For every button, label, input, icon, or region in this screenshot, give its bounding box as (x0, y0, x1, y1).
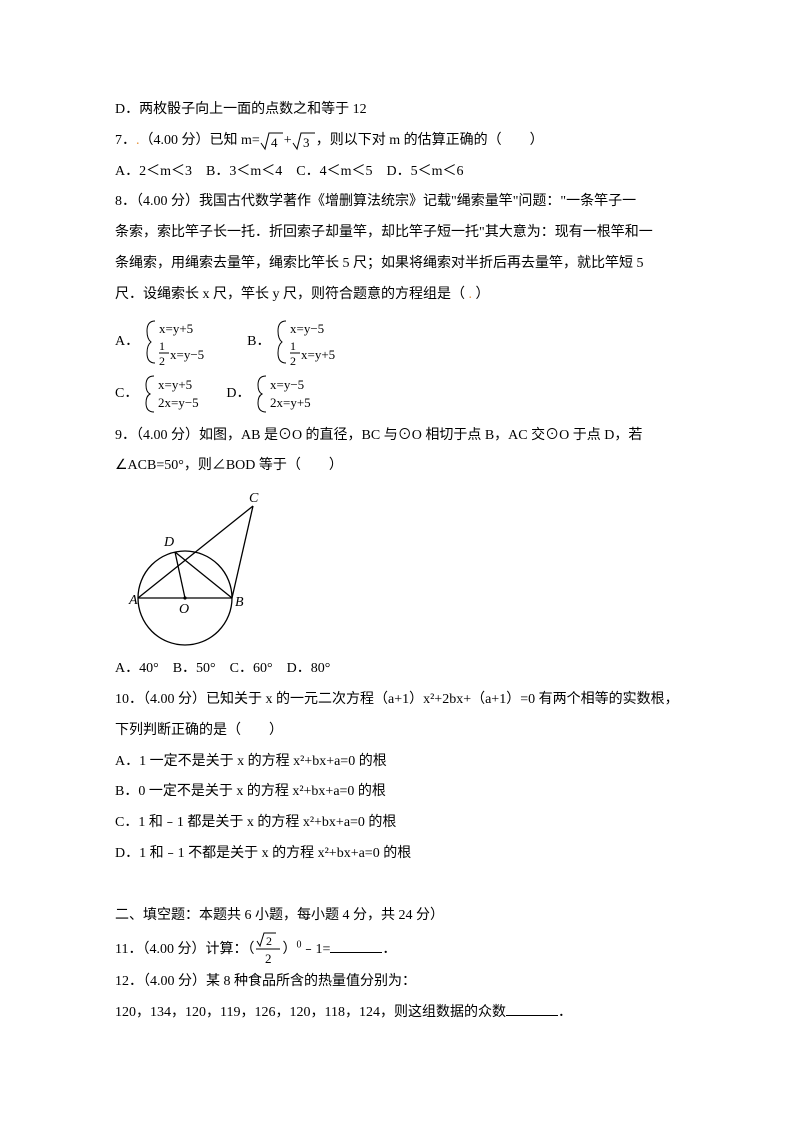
q8-l4b: ） (476, 287, 490, 302)
svg-text:2: 2 (159, 354, 165, 367)
q7-prefix: 7． (115, 133, 136, 148)
q8-l4: 尺．设绳索长 x 尺，竿长 y 尺，则符合题意的方程组是（ . ） (115, 280, 685, 311)
q12-l2b: ． (558, 1005, 572, 1020)
system-c-icon: x=y+5 2x=y−5 (142, 373, 222, 415)
q10-l2: 下列判断正确的是（ ） (115, 716, 685, 747)
svg-text:2x=y−5: 2x=y−5 (158, 395, 199, 410)
q9-options: A．40° B．50° C．60° D．80° (115, 654, 685, 685)
q10-b: B．0 一定不是关于 x 的方程 x²+bx+a=0 的根 (115, 777, 685, 808)
system-a-icon: x=y+5 1 2 x=y−5 (143, 317, 233, 367)
svg-text:x=y−5: x=y−5 (270, 377, 304, 392)
dot-icon: . (469, 287, 473, 302)
q7-stem-a: 已知 m= (210, 133, 260, 148)
q10-l1: 10．（4.00 分）已知关于 x 的一元二次方程（a+1）x²+2bx+（a+… (115, 685, 685, 716)
q9-l1: 9．（4.00 分）如图，AB 是⊙O 的直径，BC 与⊙O 相切于点 B，AC… (115, 421, 685, 452)
svg-text:2: 2 (265, 951, 272, 966)
svg-text:C: C (249, 491, 259, 506)
svg-text:4: 4 (271, 135, 278, 150)
fraction-sqrt2-over-2-icon: 2 2 (254, 931, 282, 967)
q11-pre: 11．（4.00 分）计算：（ (115, 942, 254, 957)
q12-l2a: 120，134，120，119，126，120，118，124，则这组数据的众数 (115, 1005, 506, 1020)
q8-D: D． (226, 387, 250, 401)
q8-options-row1: A． x=y+5 1 2 x=y−5 B． x=y−5 1 2 x=y+5 (115, 317, 685, 367)
svg-text:D: D (163, 535, 174, 550)
section2-heading: 二、填空题：本题共 6 小题，每小题 4 分，共 24 分） (115, 901, 685, 932)
q7-score: （4.00 分） (140, 133, 210, 148)
q10-a: A．1 一定不是关于 x 的方程 x²+bx+a=0 的根 (115, 747, 685, 778)
q6-option-d: D．两枚骰子向上一面的点数之和等于 12 (115, 95, 685, 126)
q8-options-row2: C． x=y+5 2x=y−5 D． x=y−5 2x=y+5 (115, 373, 685, 415)
q10-d: D．1 和﹣1 不都是关于 x 的方程 x²+bx+a=0 的根 (115, 839, 685, 870)
q8-A: A． (115, 335, 139, 349)
svg-text:2: 2 (266, 934, 272, 948)
q8-l1: 8．（4.00 分）我国古代数学著作《增删算法统宗》记载"绳索量竿"问题："一条… (115, 187, 685, 218)
svg-text:O: O (179, 602, 189, 617)
system-d-icon: x=y−5 2x=y+5 (254, 373, 334, 415)
sqrt4-icon: 4 (260, 131, 284, 151)
q11-post: ﹣1= (301, 942, 330, 957)
q10-c: C．1 和﹣1 都是关于 x 的方程 x²+bx+a=0 的根 (115, 808, 685, 839)
q11-end: ． (382, 942, 396, 957)
blank-underline (330, 938, 382, 953)
svg-text:1: 1 (159, 339, 165, 353)
q8-l3: 条绳索，用绳索去量竿，绳索比竿长 5 尺；如果将绳索对半折后再去量竿，就比竿短 … (115, 249, 685, 280)
svg-text:2: 2 (290, 354, 296, 367)
q8-l4a: 尺．设绳索长 x 尺，竿长 y 尺，则符合题意的方程组是（ (115, 287, 465, 302)
q11-mid: ） (282, 942, 296, 957)
svg-text:2x=y+5: 2x=y+5 (270, 395, 311, 410)
system-b-icon: x=y−5 1 2 x=y+5 (274, 317, 364, 367)
q8-B: B． (247, 335, 270, 349)
exam-page: D．两枚骰子向上一面的点数之和等于 12 7．. （4.00 分）已知 m= 4 +3… (0, 0, 800, 1069)
svg-text:x=y+5: x=y+5 (158, 377, 192, 392)
q11-stem: 11．（4.00 分）计算：（ 2 2 ）0﹣1=． (115, 931, 685, 967)
svg-text:B: B (235, 595, 244, 610)
q8-C: C． (115, 387, 138, 401)
q7-options: A．2＜m＜3 B．3＜m＜4 C．4＜m＜5 D．5＜m＜6 (115, 157, 685, 188)
blank-underline (506, 1001, 558, 1016)
svg-text:x=y−5: x=y−5 (290, 321, 324, 336)
q7-plus: + (284, 133, 292, 148)
svg-text:x=y−5: x=y−5 (170, 347, 204, 362)
spacer (115, 870, 685, 901)
q7-stem: 7．.（4.00 分）已知 m=4+3，则以下对 m 的估算正确的（ ） (115, 126, 685, 157)
svg-text:A: A (128, 593, 138, 608)
svg-text:3: 3 (303, 135, 310, 150)
svg-text:x=y+5: x=y+5 (159, 321, 193, 336)
q12-l1: 12．（4.00 分）某 8 种食品所含的热量值分别为： (115, 967, 685, 998)
q9-l2: ∠ACB=50°，则∠BOD 等于（ ） (115, 451, 685, 482)
q9-figure: A B C D O (115, 488, 285, 648)
svg-text:1: 1 (290, 339, 296, 353)
svg-text:x=y+5: x=y+5 (301, 347, 335, 362)
q12-l2: 120，134，120，119，126，120，118，124，则这组数据的众数… (115, 998, 685, 1029)
q7-stem-b: ，则以下对 m 的估算正确的（ ） (316, 133, 544, 148)
q8-l2: 条索，索比竿子长一托．折回索子却量竿，却比竿子短一托"其大意为：现有一根竿和一 (115, 218, 685, 249)
sqrt3-icon: 3 (292, 131, 316, 151)
